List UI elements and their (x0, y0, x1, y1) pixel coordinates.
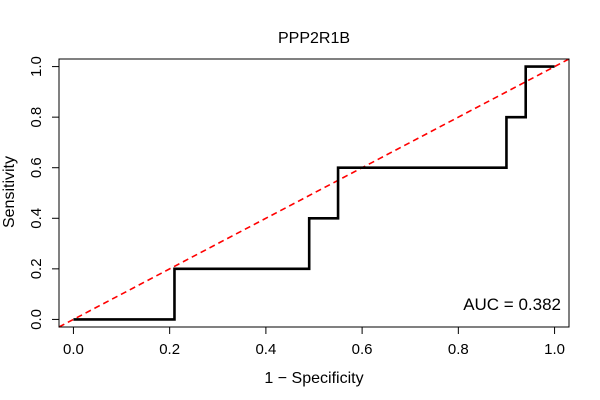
x-axis-label: 1 − Specificity (264, 370, 363, 387)
y-tick-label: 0.8 (28, 107, 45, 128)
x-tick-label: 1.0 (544, 341, 565, 358)
roc-curve-line (73, 65, 555, 321)
x-tick-label: 0.8 (448, 341, 469, 358)
y-tick-label: 1.0 (28, 56, 45, 77)
auc-annotation: AUC = 0.382 (463, 295, 561, 314)
plot-frame (58, 58, 570, 328)
x-tick-label: 0.2 (159, 341, 180, 358)
chance-diagonal-line (58, 58, 570, 328)
y-tick-label: 0.6 (28, 157, 45, 178)
y-tick-label: 0.4 (28, 208, 45, 229)
x-tick-label: 0.4 (255, 341, 276, 358)
series-group (58, 58, 570, 328)
chart-title: PPP2R1B (278, 30, 350, 47)
x-tick-label: 0.6 (352, 341, 373, 358)
y-tick-label: 0.2 (28, 258, 45, 279)
y-tick-label: 0.0 (28, 309, 45, 330)
y-axis-label: Sensitivity (1, 156, 18, 228)
x-tick-label: 0.0 (63, 341, 84, 358)
